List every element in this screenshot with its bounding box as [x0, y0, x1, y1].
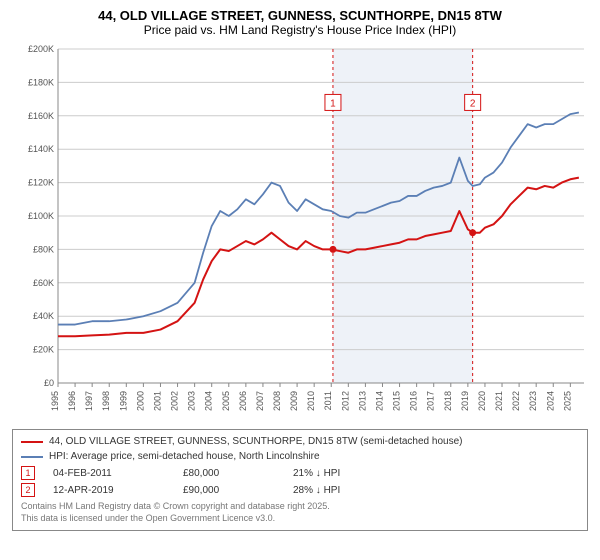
- transaction-row: 2 12-APR-2019 £90,000 28% ↓ HPI: [21, 483, 579, 497]
- svg-text:2: 2: [470, 98, 476, 109]
- svg-text:£120K: £120K: [28, 178, 54, 188]
- svg-text:1: 1: [330, 98, 336, 109]
- svg-text:£200K: £200K: [28, 44, 54, 54]
- legend-label-hpi: HPI: Average price, semi-detached house,…: [49, 451, 320, 462]
- svg-text:2012: 2012: [340, 391, 350, 411]
- legend-swatch-property: [21, 441, 43, 443]
- transaction-date: 12-APR-2019: [53, 485, 143, 496]
- svg-text:2022: 2022: [511, 391, 521, 411]
- svg-text:1996: 1996: [67, 391, 77, 411]
- svg-text:2008: 2008: [272, 391, 282, 411]
- svg-text:1998: 1998: [101, 391, 111, 411]
- svg-text:2013: 2013: [357, 391, 367, 411]
- legend-swatch-hpi: [21, 456, 43, 458]
- transaction-diff: 28% ↓ HPI: [293, 485, 340, 496]
- legend-label-property: 44, OLD VILLAGE STREET, GUNNESS, SCUNTHO…: [49, 436, 462, 447]
- svg-text:2006: 2006: [238, 391, 248, 411]
- transaction-price: £90,000: [183, 485, 253, 496]
- svg-text:2023: 2023: [528, 391, 538, 411]
- legend-row-hpi: HPI: Average price, semi-detached house,…: [21, 451, 579, 462]
- svg-text:2001: 2001: [152, 391, 162, 411]
- attribution-line1: Contains HM Land Registry data © Crown c…: [21, 501, 579, 513]
- transaction-row: 1 04-FEB-2011 £80,000 21% ↓ HPI: [21, 466, 579, 480]
- transaction-diff: 21% ↓ HPI: [293, 468, 340, 479]
- transaction-marker: 1: [21, 466, 35, 480]
- transaction-date: 04-FEB-2011: [53, 468, 143, 479]
- svg-text:2014: 2014: [374, 391, 384, 411]
- transaction-list: 1 04-FEB-2011 £80,000 21% ↓ HPI 2 12-APR-2019…: [21, 466, 579, 497]
- attribution: Contains HM Land Registry data © Crown c…: [21, 501, 579, 524]
- svg-text:2003: 2003: [187, 391, 197, 411]
- svg-text:2019: 2019: [460, 391, 470, 411]
- chart-title: 44, OLD VILLAGE STREET, GUNNESS, SCUNTHO…: [12, 8, 588, 37]
- svg-text:£0: £0: [44, 378, 54, 388]
- svg-text:1997: 1997: [84, 391, 94, 411]
- title-subtitle: Price paid vs. HM Land Registry's House …: [12, 23, 588, 37]
- svg-text:2004: 2004: [204, 391, 214, 411]
- svg-text:2000: 2000: [135, 391, 145, 411]
- transaction-marker: 2: [21, 483, 35, 497]
- svg-text:2015: 2015: [392, 391, 402, 411]
- svg-text:2011: 2011: [323, 391, 333, 410]
- svg-text:2018: 2018: [443, 391, 453, 411]
- attribution-line2: This data is licensed under the Open Gov…: [21, 513, 579, 525]
- transaction-price: £80,000: [183, 468, 253, 479]
- svg-text:£100K: £100K: [28, 211, 54, 221]
- svg-text:£20K: £20K: [33, 345, 54, 355]
- transaction-cells: 04-FEB-2011 £80,000 21% ↓ HPI: [53, 468, 340, 479]
- svg-text:2020: 2020: [477, 391, 487, 411]
- svg-text:£180K: £180K: [28, 77, 54, 87]
- svg-text:1995: 1995: [50, 391, 60, 411]
- svg-text:2002: 2002: [170, 391, 180, 411]
- svg-text:2024: 2024: [545, 391, 555, 411]
- svg-text:2009: 2009: [289, 391, 299, 411]
- svg-text:£60K: £60K: [33, 278, 54, 288]
- svg-text:£160K: £160K: [28, 111, 54, 121]
- svg-text:£140K: £140K: [28, 144, 54, 154]
- svg-text:2025: 2025: [562, 391, 572, 411]
- svg-text:£40K: £40K: [33, 311, 54, 321]
- svg-text:2010: 2010: [306, 391, 316, 411]
- svg-text:2005: 2005: [221, 391, 231, 411]
- transaction-cells: 12-APR-2019 £90,000 28% ↓ HPI: [53, 485, 340, 496]
- svg-text:£80K: £80K: [33, 244, 54, 254]
- legend-row-property: 44, OLD VILLAGE STREET, GUNNESS, SCUNTHO…: [21, 436, 579, 447]
- legend-and-data-block: 44, OLD VILLAGE STREET, GUNNESS, SCUNTHO…: [12, 429, 588, 531]
- svg-text:1999: 1999: [118, 391, 128, 411]
- title-address: 44, OLD VILLAGE STREET, GUNNESS, SCUNTHO…: [12, 8, 588, 23]
- svg-text:2021: 2021: [494, 391, 504, 411]
- chart-container: 44, OLD VILLAGE STREET, GUNNESS, SCUNTHO…: [0, 0, 600, 535]
- svg-text:2007: 2007: [255, 391, 265, 411]
- line-chart: £0 £20K £40K £60K £80K £100K £120K £140K £160K £1…: [12, 43, 588, 423]
- svg-text:2017: 2017: [426, 391, 436, 411]
- svg-text:2016: 2016: [409, 391, 419, 411]
